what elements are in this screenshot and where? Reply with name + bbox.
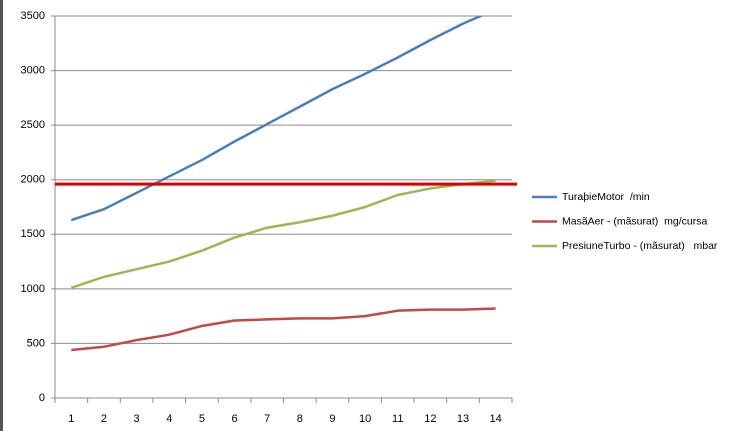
x-tick-label: 8 bbox=[297, 413, 303, 425]
series-line bbox=[70, 179, 496, 289]
window-edge bbox=[0, 0, 3, 431]
x-tick-label: 11 bbox=[392, 413, 403, 425]
y-tick-label: 3500 bbox=[21, 10, 45, 22]
x-tick-label: 1 bbox=[68, 413, 74, 425]
legend-label: MasãAer - (mãsurat) mg/cursa bbox=[562, 215, 707, 227]
x-tick-label: 9 bbox=[329, 413, 335, 425]
x-tick-label: 4 bbox=[166, 413, 172, 425]
y-tick-label: 1500 bbox=[21, 228, 45, 240]
plot-lines bbox=[70, 16, 496, 352]
x-tick-label: 2 bbox=[101, 413, 107, 425]
x-tick-label: 5 bbox=[199, 413, 205, 425]
legend-label: TuraþieMotor /min bbox=[562, 191, 650, 203]
x-tick-label: 6 bbox=[231, 413, 237, 425]
x-tick-label: 13 bbox=[457, 413, 469, 425]
y-tick-label: 2000 bbox=[21, 174, 45, 186]
series-line bbox=[71, 307, 496, 352]
x-tick-label: 12 bbox=[424, 413, 436, 425]
y-tick-label: 2500 bbox=[21, 119, 45, 131]
x-tick-label: 14 bbox=[490, 413, 502, 425]
series-line bbox=[70, 16, 484, 222]
legend-label: PresiuneTurbo - (mãsurat) mbar bbox=[562, 240, 718, 252]
y-tick-label: 3000 bbox=[21, 64, 45, 76]
y-tick-label: 0 bbox=[39, 392, 45, 404]
x-tick-label: 10 bbox=[359, 413, 371, 425]
x-tick-label: 3 bbox=[134, 413, 140, 425]
x-tick-label: 7 bbox=[264, 413, 270, 425]
y-tick-label: 1000 bbox=[21, 283, 45, 295]
y-tick-label: 500 bbox=[27, 337, 45, 349]
